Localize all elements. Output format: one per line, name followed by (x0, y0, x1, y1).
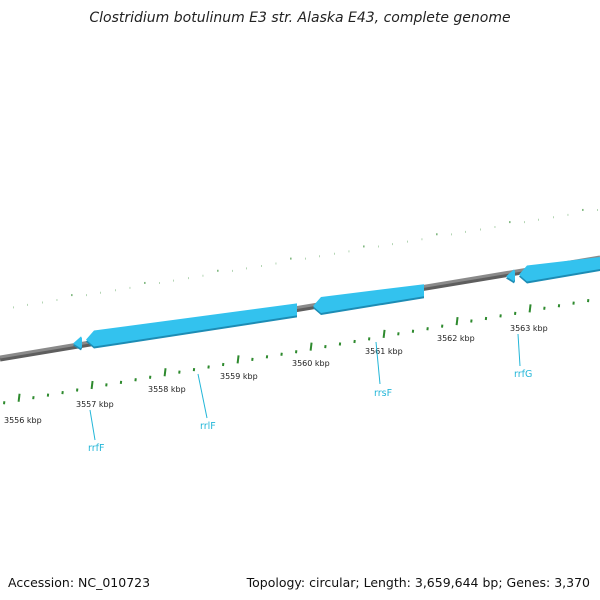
scale-label: 3560 kbp (292, 359, 330, 368)
scale-label: 3562 kbp (437, 334, 475, 343)
scale-label: 3559 kbp (220, 372, 258, 381)
inner-tick (528, 304, 532, 313)
inner-tick (17, 393, 21, 402)
inner-tick (455, 316, 459, 326)
gene-label: rrlF (200, 421, 216, 432)
gene-features[interactable] (73, 257, 600, 351)
gene-leader-line (197, 373, 208, 419)
inner-tick (309, 342, 313, 351)
scale-labels: 3556 kbp 3557 kbp 3558 kbp 3559 kbp 3560 kbp… (4, 324, 548, 425)
inner-tick (236, 355, 240, 364)
gene-leader-line (89, 409, 96, 441)
gene-label: rrsF (374, 388, 392, 399)
gene-label: rrfG (514, 369, 532, 380)
genome-summary: Topology: circular; Length: 3,659,644 bp… (246, 575, 590, 590)
gene-rrfF[interactable] (73, 336, 82, 349)
scale-label: 3561 kbp (365, 347, 403, 356)
genome-title: Clostridium botulinum E3 str. Alaska E43… (89, 10, 511, 26)
gene-rrlF[interactable] (86, 303, 297, 347)
gene-rrsF[interactable] (313, 284, 424, 313)
accession-label: Accession: NC_010723 (8, 575, 151, 590)
scale-label: 3556 kbp (4, 416, 42, 425)
scale-label: 3563 kbp (510, 324, 548, 333)
scale-label: 3558 kbp (148, 385, 186, 394)
gene-leader-line (375, 341, 381, 385)
inner-tick (382, 329, 386, 338)
inner-tick (163, 368, 167, 377)
gene-rrlG-partial[interactable] (519, 257, 600, 282)
scale-label: 3557 kbp (76, 400, 114, 409)
outer-ticks (13, 208, 598, 309)
gene-labels: rrfF rrlF rrsF rrfG (88, 333, 532, 454)
gene-leader-line (517, 333, 521, 367)
gene-rrfG[interactable] (506, 269, 515, 282)
inner-ticks (3, 298, 590, 405)
gene-label: rrfF (88, 443, 104, 454)
inner-tick (90, 380, 94, 390)
